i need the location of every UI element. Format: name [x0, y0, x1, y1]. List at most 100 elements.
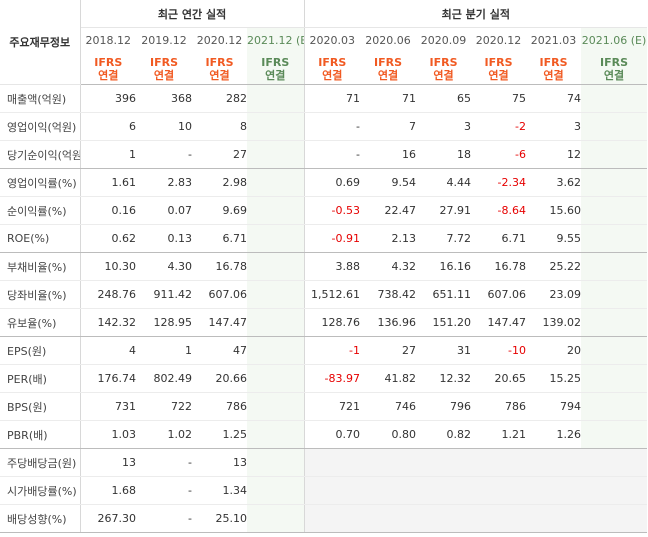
value-cell: 151.20 [416, 308, 472, 337]
value-cell: 27 [192, 140, 247, 169]
value-cell: 23.09 [526, 280, 582, 309]
value-cell [247, 140, 305, 169]
ifrs-consolidated-label: IFRS 연결 [360, 53, 417, 85]
value-cell: 1 [136, 336, 192, 365]
period-annual-1: 2019.12 [141, 34, 187, 47]
row-label: EPS(원) [0, 336, 81, 365]
table-row: BPS(원) 731 722 786 721 746 796 786 794 [0, 392, 648, 421]
value-cell: 142.32 [80, 308, 136, 337]
value-cell [247, 476, 305, 505]
ifrs-consolidated-label: IFRS 연결 [581, 53, 648, 85]
value-cell [526, 504, 582, 533]
value-cell [471, 476, 527, 505]
ifrs-consolidated-label: IFRS 연결 [471, 53, 527, 85]
value-cell: 802.49 [136, 364, 192, 393]
value-cell [360, 504, 417, 533]
row-label: 당기순이익(억원) [0, 140, 81, 169]
value-cell: -1 [304, 336, 361, 365]
value-cell: -6 [471, 140, 527, 169]
table-row: 부채비율(%) 10.30 4.30 16.78 3.88 4.32 16.16 16.78 2… [0, 252, 648, 281]
table-row: 영업이익(억원) 6 10 8-7 3 -2 3 [0, 112, 648, 141]
value-cell: - [304, 112, 361, 141]
value-cell [247, 112, 305, 141]
value-cell [581, 476, 648, 505]
header-row-accounting-standard: IFRS 연결 IFRS 연결 IFRS 연결 IFRS 연결 IFRS 연결 IFRS 연결 IFRS… [0, 53, 648, 85]
row-label: 부채비율(%) [0, 252, 81, 281]
value-cell [581, 224, 648, 253]
value-cell: 1.26 [526, 420, 582, 449]
value-cell [360, 476, 417, 505]
value-cell: 1.21 [471, 420, 527, 449]
value-cell [360, 448, 417, 477]
value-cell: 47 [192, 336, 247, 365]
value-cell [247, 420, 305, 449]
header-row-titles: 주요재무정보 최근 연간 실적 최근 분기 실적 [0, 0, 648, 85]
value-cell: 7.72 [416, 224, 472, 253]
ifrs-text: IFRS [318, 55, 347, 69]
annual-results-title: 최근 연간 실적 [80, 0, 305, 28]
ifrs-text: IFRS [484, 55, 513, 69]
quarterly-results-title: 최근 분기 실적 [304, 0, 648, 28]
value-cell: 15.60 [526, 196, 582, 225]
table-row: 당기순이익(억원) 1-27-16 18 -6 12 [0, 140, 648, 169]
row-label: 유보율(%) [0, 308, 81, 337]
row-label: 주당배당금(원) [0, 448, 81, 477]
value-cell: 9.55 [526, 224, 582, 253]
value-cell [581, 196, 648, 225]
value-cell: 128.95 [136, 308, 192, 337]
value-cell: 282 [192, 84, 247, 113]
value-cell [581, 504, 648, 533]
value-cell: 9.69 [192, 196, 247, 225]
row-label: BPS(원) [0, 392, 81, 421]
value-cell: 31 [416, 336, 472, 365]
value-cell: 4.32 [360, 252, 417, 281]
ifrs-text: IFRS [150, 55, 178, 69]
value-cell: - [136, 504, 192, 533]
period-quarter-estimate: 2021.06 (E) [581, 27, 648, 53]
value-cell: 1.68 [80, 476, 136, 505]
period-quarter-2: 2020.09 [420, 34, 467, 47]
value-cell: - [304, 140, 361, 169]
value-cell: 3 [416, 112, 472, 141]
table-row: 영업이익률(%) 1.61 2.83 2.98 0.69 9.54 4.44 -2.34 3.6… [0, 168, 648, 197]
value-cell: 65 [416, 84, 472, 113]
value-cell [247, 252, 305, 281]
value-cell: 136.96 [360, 308, 417, 337]
value-cell: 722 [136, 392, 192, 421]
value-cell [581, 252, 648, 281]
value-cell: -0.53 [304, 196, 361, 225]
value-cell: 25.10 [192, 504, 247, 533]
row-label: ROE(%) [0, 224, 81, 253]
value-cell: 0.62 [80, 224, 136, 253]
ifrs-consolidated-label: IFRS 연결 [136, 53, 192, 85]
value-cell: - [136, 448, 192, 477]
period-annual-0: 2018.12 [85, 34, 132, 47]
value-cell: 368 [136, 84, 192, 113]
value-cell [416, 448, 472, 477]
value-cell [247, 168, 305, 197]
value-cell: 20.65 [471, 364, 527, 393]
value-cell: 15.25 [526, 364, 582, 393]
period-quarter-1: 2020.06 [365, 34, 411, 47]
value-cell: 9.54 [360, 168, 417, 197]
value-cell: 721 [304, 392, 361, 421]
table-row: 주당배당금(원) 13-13 [0, 448, 648, 477]
period-quarter-0: 2020.03 [309, 34, 356, 47]
value-cell [247, 308, 305, 337]
value-cell: 16.78 [192, 252, 247, 281]
value-cell: 6.71 [192, 224, 247, 253]
ifrs-text: IFRS [429, 55, 458, 69]
value-cell: 796 [416, 392, 472, 421]
value-cell [304, 448, 361, 477]
value-cell: 71 [360, 84, 417, 113]
table-row: 배당성향(%) 267.30-25.10 [0, 504, 648, 533]
value-cell: 20.66 [192, 364, 247, 393]
value-cell [581, 280, 648, 309]
value-cell: 2.98 [192, 168, 247, 197]
value-cell: - [136, 140, 192, 169]
value-cell: 25.22 [526, 252, 582, 281]
value-cell: 786 [192, 392, 247, 421]
table-row: 매출액(억원) 396 368 282 71 71 65 75 74 [0, 84, 648, 113]
value-cell: 0.80 [360, 420, 417, 449]
